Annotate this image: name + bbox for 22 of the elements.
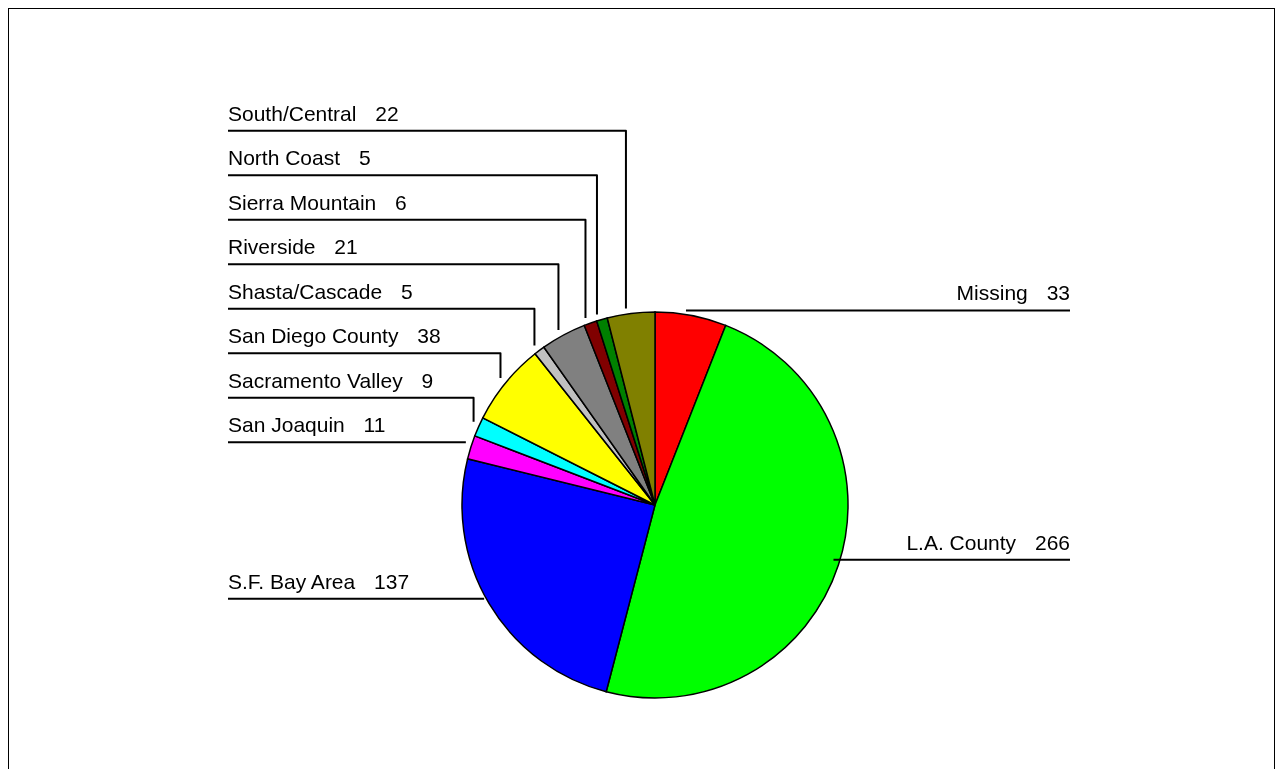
data-label: 21 (328, 235, 358, 259)
data-label: 6 (389, 190, 407, 214)
data-label: 137 (368, 569, 410, 593)
slice-label: San Diego County (228, 324, 399, 348)
data-label: 33 (1040, 281, 1070, 305)
slice-label: San Joaquin (228, 413, 345, 437)
data-label: 5 (395, 279, 413, 303)
data-label: 22 (369, 101, 399, 125)
slice-label: S.F. Bay Area (228, 569, 356, 593)
slice-label: South/Central (228, 101, 357, 125)
data-label: 38 (411, 324, 441, 348)
slice-label: Missing (956, 281, 1028, 305)
data-label: 11 (357, 413, 386, 437)
data-label: 9 (415, 368, 434, 392)
slice-label: North Coast (228, 146, 341, 170)
data-label: 266 (1029, 530, 1070, 554)
slice-label: L.A. County (906, 530, 1017, 554)
slice-label: Sierra Mountain (228, 190, 377, 214)
slice-label: Sacramento Valley (228, 368, 404, 392)
slice-label: Shasta/Cascade (228, 279, 383, 303)
slice-label: Riverside (228, 235, 316, 259)
data-label: 5 (353, 146, 371, 170)
